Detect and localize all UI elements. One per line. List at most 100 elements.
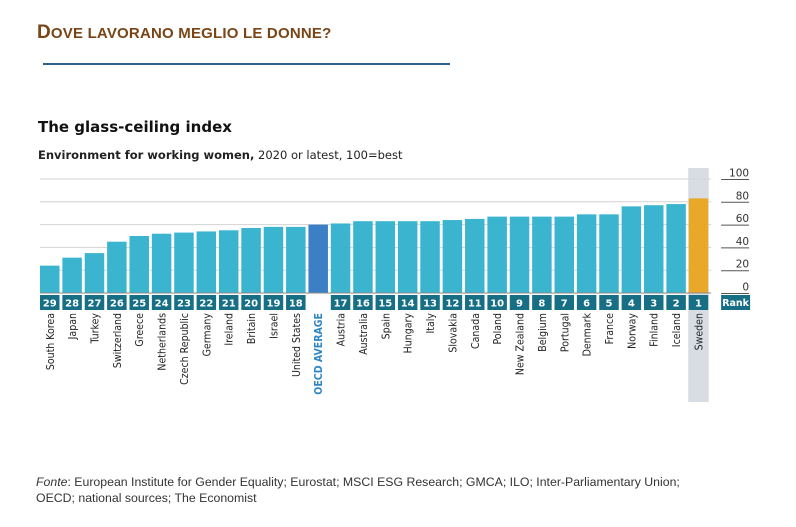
bar (509, 216, 530, 293)
bar (420, 221, 440, 293)
rank-box (599, 295, 619, 310)
rank-box (40, 295, 60, 310)
rank-label: 13 (423, 299, 437, 310)
bar (397, 221, 418, 293)
bar (465, 218, 485, 293)
rank-box (554, 295, 575, 310)
rank-legend-label: Rank (722, 298, 749, 309)
rank-label: 16 (356, 299, 370, 310)
category-label: Hungary (403, 313, 415, 354)
category-label: Iceland (671, 313, 683, 347)
category-label: Czech Republic (179, 313, 191, 385)
category-label: Switzerland (112, 313, 124, 368)
rank-label: 25 (132, 299, 146, 310)
category-label: Spain (380, 313, 392, 339)
bar (353, 221, 373, 293)
chart-subtitle: Environment for working women, 2020 or l… (38, 148, 402, 162)
rank-label: 27 (88, 299, 102, 310)
rank-label: 22 (199, 299, 213, 310)
rank-label: 24 (155, 299, 169, 310)
rank-box (442, 295, 463, 310)
category-label: France (604, 313, 616, 345)
rank-box (129, 295, 149, 310)
rank-box (218, 295, 239, 310)
bar (375, 221, 396, 293)
bar (40, 265, 60, 293)
title-rule (43, 63, 450, 65)
rank-box (151, 295, 172, 310)
rank-label: 2 (673, 299, 680, 310)
category-label: Britain (246, 313, 258, 344)
rank-box (532, 295, 552, 310)
bar (263, 226, 284, 293)
category-label: Poland (492, 313, 504, 345)
source-text: : European Institute for Gender Equality… (36, 475, 680, 505)
category-label: Portugal (559, 313, 571, 352)
rank-label: 1 (695, 299, 702, 310)
rank-box (487, 295, 507, 310)
rank-box (196, 295, 217, 310)
bar (554, 216, 575, 293)
category-label: Japan (67, 313, 79, 340)
bar (442, 220, 463, 293)
bar (308, 224, 328, 293)
category-label: Canada (470, 313, 482, 349)
chart-subtitle-bold: Environment for working women, (38, 148, 255, 162)
category-label: Finland (649, 313, 661, 347)
rank-box (397, 295, 418, 310)
y-tick-label: 20 (736, 259, 749, 271)
slide-title-initial: D (37, 22, 51, 43)
category-label: Sweden (693, 313, 705, 350)
rank-box (420, 295, 440, 310)
rank-label: 20 (244, 299, 258, 310)
y-tick-label: 60 (736, 213, 749, 225)
bar (576, 214, 597, 293)
slide-title: DOVE LAVORANO MEGLIO LE DONNE? (37, 22, 331, 44)
bar (241, 228, 261, 293)
chart-subtitle-rest: 2020 or latest, 100=best (254, 148, 403, 162)
bar (129, 236, 149, 293)
bar (599, 214, 619, 293)
category-label: United States (291, 313, 303, 377)
rank-label: 8 (538, 299, 545, 310)
rank-label: 9 (516, 299, 523, 310)
category-label: Australia (358, 313, 370, 355)
bar (666, 204, 686, 293)
bar (84, 253, 105, 293)
bar (330, 223, 351, 293)
rank-label: 29 (43, 299, 57, 310)
rank-box (174, 295, 194, 310)
bar (688, 198, 709, 293)
category-label: Denmark (582, 312, 594, 356)
rank-label: 18 (289, 299, 303, 310)
rank-label: 26 (110, 299, 124, 310)
bar (62, 257, 82, 293)
category-label: Norway (626, 313, 638, 349)
rank-box (509, 295, 530, 310)
rank-box (330, 295, 351, 310)
rank-label: 17 (334, 299, 348, 310)
bar (107, 241, 127, 293)
y-tick-label: 0 (742, 282, 749, 294)
category-label: Belgium (537, 313, 549, 352)
rank-box (666, 295, 686, 310)
category-label: Italy (425, 313, 437, 334)
bar (174, 232, 194, 293)
slide-title-rest: OVE LAVORANO MEGLIO LE DONNE? (50, 25, 332, 42)
bar (487, 216, 507, 293)
bar (151, 233, 172, 293)
bar (196, 231, 217, 293)
rank-label: 23 (177, 299, 191, 310)
y-tick-label: 80 (736, 190, 749, 202)
rank-box (465, 295, 485, 310)
rank-box (107, 295, 127, 310)
bar (532, 216, 552, 293)
category-label: Ireland (224, 313, 236, 346)
rank-box (263, 295, 284, 310)
category-label: OECD AVERAGE (313, 313, 325, 395)
category-label: Slovakia (447, 313, 459, 353)
rank-label: 6 (583, 299, 590, 310)
rank-label: 7 (561, 299, 568, 310)
category-label: Netherlands (157, 313, 169, 371)
